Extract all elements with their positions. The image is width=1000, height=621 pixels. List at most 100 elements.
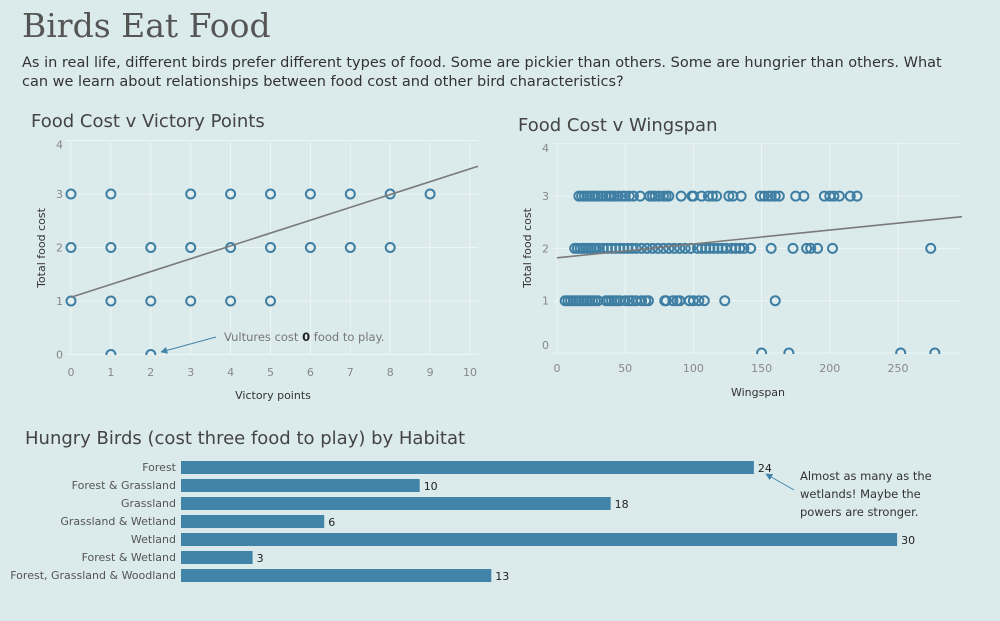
- data-point: [758, 190, 770, 202]
- data-point: [925, 242, 937, 254]
- bar: [181, 479, 420, 492]
- data-point: [719, 295, 731, 307]
- annotation-forest: Almost as many as the: [800, 469, 932, 483]
- data-point: [723, 190, 735, 202]
- y-axis-label: Total food cost: [521, 207, 534, 289]
- data-point: [828, 190, 840, 202]
- y-axis-label: Total food cost: [35, 207, 48, 289]
- data-point: [105, 349, 117, 355]
- data-point: [185, 295, 197, 307]
- data-point: [304, 242, 316, 253]
- data-point: [619, 295, 631, 307]
- category-label: Forest: [142, 461, 176, 474]
- data-point: [675, 190, 687, 202]
- data-point: [304, 188, 316, 200]
- data-point: [668, 242, 680, 254]
- data-point: [630, 242, 642, 254]
- y-tick-label: 0: [542, 339, 549, 352]
- x-tick-label: 150: [751, 362, 772, 375]
- y-tick-label: 2: [56, 242, 63, 255]
- data-point: [105, 295, 117, 307]
- bar: [181, 461, 754, 474]
- category-label: Wetland: [131, 533, 176, 546]
- data-point: [636, 295, 648, 307]
- data-point: [769, 190, 781, 202]
- x-tick-label: 1: [107, 366, 114, 379]
- data-point: [851, 190, 863, 202]
- x-tick-label: 50: [618, 362, 632, 375]
- data-point: [698, 295, 710, 307]
- x-tick-label: 250: [888, 362, 909, 375]
- x-tick-label: 0: [554, 362, 561, 375]
- bar: [181, 551, 253, 564]
- y-tick-label: 2: [542, 242, 549, 255]
- data-point: [895, 347, 907, 354]
- data-point: [674, 242, 686, 254]
- data-point: [734, 242, 746, 254]
- y-tick-label: 4: [56, 139, 63, 152]
- x-tick-label: 6: [307, 366, 314, 379]
- data-point: [783, 347, 795, 354]
- annotation-vultures: Vultures cost 0 food to play.: [224, 330, 384, 344]
- data-point: [787, 242, 799, 254]
- data-point: [833, 190, 845, 202]
- data-point: [711, 190, 723, 202]
- data-point: [185, 188, 197, 200]
- data-point: [105, 242, 117, 253]
- data-point: [663, 190, 675, 202]
- y-tick-label: 3: [56, 188, 63, 201]
- annotation-bold: 0: [302, 330, 310, 344]
- data-point: [185, 242, 197, 253]
- chart-title-habitat: Hungry Birds (cost three food to play) b…: [25, 428, 466, 449]
- y-tick-label: 3: [542, 190, 549, 203]
- page-title: Birds Eat Food: [22, 6, 271, 45]
- chart-title-wingspan: Food Cost v Wingspan: [518, 115, 718, 136]
- data-point: [384, 188, 396, 200]
- bar: [181, 497, 611, 510]
- data-point: [424, 188, 436, 200]
- data-point: [798, 190, 810, 202]
- data-point: [660, 295, 672, 307]
- trend-line: [556, 215, 962, 259]
- bar-value-label: 18: [615, 498, 629, 511]
- bar-value-label: 3: [257, 552, 264, 565]
- category-label: Forest & Grassland: [72, 479, 176, 492]
- data-point: [667, 295, 679, 307]
- data-point: [706, 190, 718, 202]
- data-point: [344, 242, 356, 253]
- x-axis-label: Victory points: [235, 389, 311, 402]
- data-point: [756, 347, 768, 354]
- x-tick-label: 200: [819, 362, 840, 375]
- x-tick-label: 2: [147, 366, 154, 379]
- data-point: [344, 188, 356, 200]
- y-tick-label: 4: [542, 142, 549, 155]
- data-point: [145, 295, 157, 307]
- bar-value-label: 10: [424, 480, 438, 493]
- data-point: [696, 190, 708, 202]
- x-tick-label: 3: [187, 366, 194, 379]
- bar-value-label: 6: [328, 516, 335, 529]
- category-label: Forest & Wetland: [82, 551, 176, 564]
- data-point: [627, 190, 639, 202]
- data-point: [265, 188, 276, 200]
- x-tick-label: 4: [227, 366, 234, 379]
- y-tick-label: 1: [56, 295, 63, 308]
- data-point: [642, 295, 654, 307]
- bar-value-label: 24: [758, 462, 772, 475]
- chart-title-victory: Food Cost v Victory Points: [31, 111, 265, 132]
- data-point: [929, 347, 941, 354]
- data-point: [225, 188, 237, 200]
- data-point: [65, 242, 77, 253]
- data-point: [265, 295, 276, 307]
- data-point: [827, 242, 839, 254]
- annotation-text: food to play.: [310, 330, 384, 344]
- annotation-forest: powers are stronger.: [800, 505, 918, 519]
- data-point: [225, 295, 237, 307]
- x-axis-label: Wingspan: [731, 386, 785, 399]
- data-point: [265, 242, 276, 253]
- data-point: [679, 242, 691, 254]
- x-tick-label: 100: [683, 362, 704, 375]
- bar: [181, 515, 325, 528]
- annotation-text: Vultures cost: [224, 330, 302, 344]
- annotation-arrow: [765, 473, 795, 491]
